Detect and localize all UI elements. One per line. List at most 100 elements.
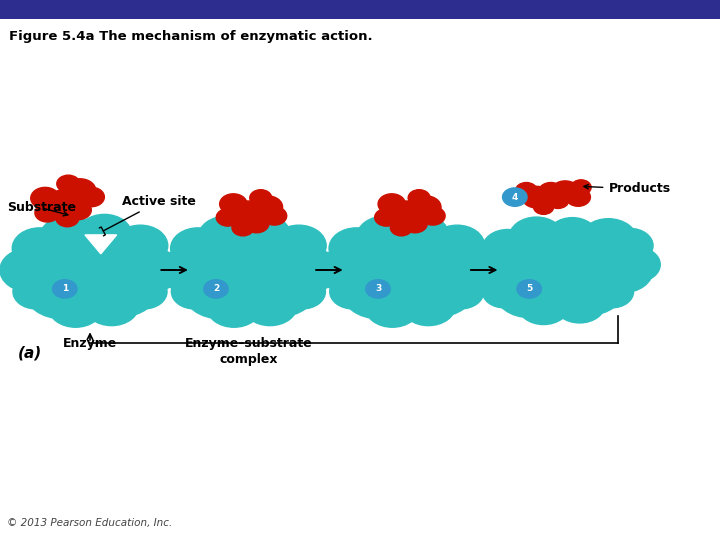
Circle shape	[366, 280, 390, 298]
Circle shape	[593, 247, 653, 293]
Circle shape	[551, 181, 580, 202]
Circle shape	[558, 266, 623, 315]
Circle shape	[48, 190, 82, 215]
Circle shape	[522, 186, 551, 208]
Circle shape	[184, 265, 256, 319]
Text: 2: 2	[213, 285, 219, 293]
Circle shape	[250, 190, 271, 206]
Circle shape	[12, 233, 96, 296]
Circle shape	[64, 179, 96, 202]
Circle shape	[317, 248, 374, 292]
Circle shape	[571, 180, 591, 195]
Circle shape	[262, 207, 287, 225]
Circle shape	[407, 235, 486, 294]
Text: Substrate: Substrate	[7, 201, 76, 216]
Circle shape	[216, 208, 240, 226]
Text: (a): (a)	[18, 346, 42, 361]
Circle shape	[197, 231, 300, 309]
Circle shape	[53, 280, 77, 298]
Text: Figure 5.4a The mechanism of enzymatic action.: Figure 5.4a The mechanism of enzymatic a…	[9, 30, 372, 43]
Circle shape	[607, 228, 653, 263]
Circle shape	[614, 247, 660, 282]
Circle shape	[394, 214, 449, 255]
Circle shape	[286, 249, 341, 291]
Circle shape	[469, 249, 524, 291]
Circle shape	[204, 280, 228, 298]
Circle shape	[560, 237, 635, 293]
Circle shape	[38, 231, 142, 309]
Circle shape	[12, 228, 67, 269]
Circle shape	[482, 235, 562, 294]
Circle shape	[31, 187, 60, 209]
Text: Active site: Active site	[99, 195, 197, 236]
Circle shape	[48, 286, 103, 327]
Circle shape	[171, 233, 254, 296]
Circle shape	[518, 286, 570, 325]
Circle shape	[534, 199, 554, 214]
Circle shape	[35, 204, 59, 222]
Circle shape	[90, 235, 169, 294]
Circle shape	[503, 188, 527, 206]
Circle shape	[246, 265, 315, 316]
Circle shape	[554, 284, 606, 323]
Circle shape	[329, 233, 413, 296]
Circle shape	[78, 187, 104, 207]
Circle shape	[198, 216, 256, 259]
Circle shape	[57, 175, 80, 192]
Text: Products: Products	[584, 183, 670, 195]
Circle shape	[566, 188, 590, 206]
Circle shape	[88, 265, 157, 316]
Text: Enzyme: Enzyme	[63, 338, 117, 350]
Circle shape	[365, 286, 420, 327]
Circle shape	[13, 274, 59, 309]
Circle shape	[113, 225, 168, 266]
Text: 3: 3	[375, 285, 381, 293]
Circle shape	[356, 216, 414, 259]
Circle shape	[121, 274, 167, 309]
Circle shape	[516, 183, 537, 199]
Circle shape	[220, 194, 247, 214]
Circle shape	[171, 274, 217, 309]
Circle shape	[77, 214, 132, 255]
Circle shape	[408, 190, 430, 206]
Circle shape	[411, 196, 441, 219]
Circle shape	[84, 285, 139, 326]
Circle shape	[253, 196, 282, 219]
Circle shape	[378, 194, 405, 214]
Circle shape	[342, 265, 414, 319]
Circle shape	[420, 207, 445, 225]
Circle shape	[444, 249, 499, 291]
Circle shape	[355, 231, 459, 309]
Polygon shape	[85, 235, 117, 254]
Text: 5: 5	[526, 285, 532, 293]
Circle shape	[235, 214, 290, 255]
Text: Enzyme–substrate
complex: Enzyme–substrate complex	[184, 338, 312, 367]
Circle shape	[495, 266, 564, 318]
Circle shape	[517, 280, 541, 298]
Circle shape	[401, 285, 456, 326]
Circle shape	[329, 228, 384, 269]
Text: 4: 4	[512, 193, 518, 201]
Circle shape	[56, 210, 79, 227]
Circle shape	[248, 235, 328, 294]
Circle shape	[232, 201, 265, 226]
Circle shape	[207, 286, 261, 327]
Circle shape	[158, 248, 216, 292]
Circle shape	[402, 214, 427, 233]
FancyBboxPatch shape	[0, 0, 720, 19]
Circle shape	[430, 225, 485, 266]
Circle shape	[171, 228, 225, 269]
Text: © 2013 Pearson Education, Inc.: © 2013 Pearson Education, Inc.	[7, 518, 173, 528]
Circle shape	[539, 183, 563, 201]
Circle shape	[509, 217, 564, 258]
Circle shape	[279, 274, 325, 309]
Circle shape	[374, 208, 398, 226]
Circle shape	[482, 230, 533, 267]
Circle shape	[25, 265, 97, 319]
Circle shape	[580, 219, 637, 262]
Circle shape	[243, 285, 297, 326]
Circle shape	[590, 275, 634, 308]
Circle shape	[547, 192, 569, 208]
Circle shape	[244, 214, 269, 233]
Circle shape	[547, 218, 598, 255]
